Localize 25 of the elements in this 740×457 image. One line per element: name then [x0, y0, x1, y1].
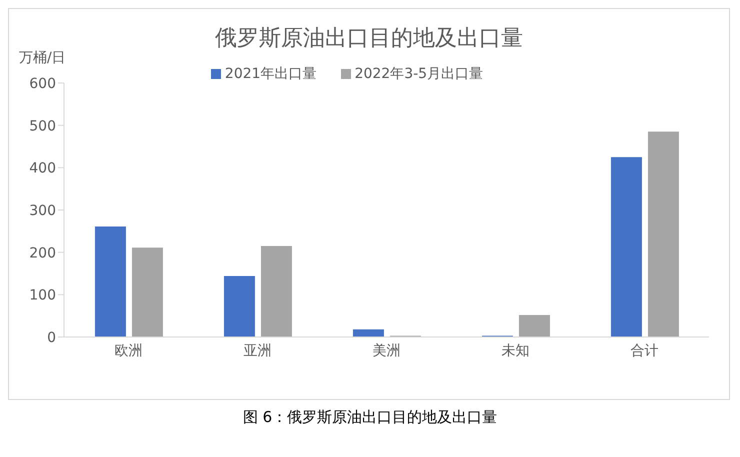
y-tick-label: 600	[29, 76, 56, 92]
bar	[610, 157, 642, 337]
y-tick-label: 100	[29, 288, 56, 304]
y-tick-label: 0	[47, 330, 56, 346]
chart-title: 俄罗斯原油出口目的地及出口量	[215, 26, 523, 51]
bar	[648, 132, 679, 337]
y-tick-label: 500	[29, 118, 56, 134]
caption: 图 6：俄罗斯原油出口目的地及出口量	[242, 408, 498, 427]
bar	[94, 226, 126, 337]
y-axis-title: 万桶/日	[19, 49, 66, 67]
bar	[224, 276, 255, 337]
bar	[518, 314, 550, 337]
x-tick-label: 欧洲	[114, 342, 142, 359]
x-tick-label: 美洲	[372, 342, 400, 359]
y-tick-label: 300	[29, 202, 56, 219]
y-tick-label: 400	[29, 160, 56, 177]
bar	[352, 329, 384, 337]
legend-label: 2022年3-5月出口量	[354, 66, 484, 82]
y-tick-label: 200	[29, 245, 56, 262]
x-tick-label: 未知	[502, 342, 530, 359]
bar	[132, 248, 163, 337]
x-tick-label: 合计	[630, 342, 658, 359]
bar	[260, 246, 292, 337]
x-tick-label: 亚洲	[244, 342, 272, 359]
legend-label: 2021年出口量	[224, 66, 317, 82]
